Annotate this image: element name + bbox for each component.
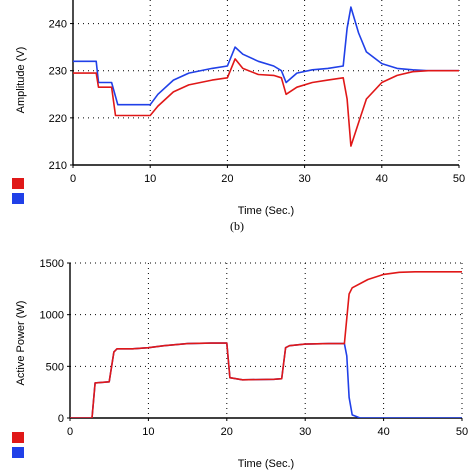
x-axis-label: Time (Sec.) <box>238 458 294 470</box>
y-tick-label: 220 <box>49 113 67 125</box>
y-tick-label: 0 <box>58 413 64 425</box>
y-axis-label: Active Power (W) <box>15 301 27 386</box>
y-tick-label: 500 <box>46 361 64 373</box>
series-line-red <box>73 58 459 147</box>
x-tick-label: 50 <box>453 173 465 185</box>
x-tick-label: 30 <box>298 173 310 185</box>
x-tick-label: 50 <box>456 426 468 438</box>
y-tick-label: 240 <box>49 19 67 31</box>
series-line-red <box>70 271 462 418</box>
x-tick-label: 40 <box>376 173 388 185</box>
x-tick-label: 10 <box>142 426 154 438</box>
x-tick-label: 0 <box>70 173 76 185</box>
figure-caption: (b) <box>230 219 244 233</box>
y-tick-label: 230 <box>49 66 67 78</box>
legend-swatch-red <box>12 432 24 443</box>
legend-swatch-blue <box>12 193 24 204</box>
x-tick-label: 20 <box>221 426 233 438</box>
y-axis-label: Amplitude (V) <box>15 47 27 114</box>
y-tick-label: 1500 <box>40 258 64 270</box>
legend-swatch-blue <box>12 447 24 458</box>
voltage-chart: 0 10 20 30 40 50 210 220 230 240 Time (Sec.) Amplit… <box>12 0 465 217</box>
x-tick-label: 30 <box>299 426 311 438</box>
series-line-blue <box>70 342 462 418</box>
x-tick-label: 10 <box>144 173 156 185</box>
y-tick-label: 1000 <box>40 310 64 322</box>
x-tick-label: 20 <box>221 173 233 185</box>
x-tick-label: 40 <box>377 426 389 438</box>
y-tick-label: 210 <box>49 160 67 172</box>
x-tick-label: 0 <box>67 426 73 438</box>
legend-swatch-red <box>12 178 24 189</box>
series-line-blue <box>73 6 459 106</box>
x-axis-label: Time (Sec.) <box>238 205 294 217</box>
